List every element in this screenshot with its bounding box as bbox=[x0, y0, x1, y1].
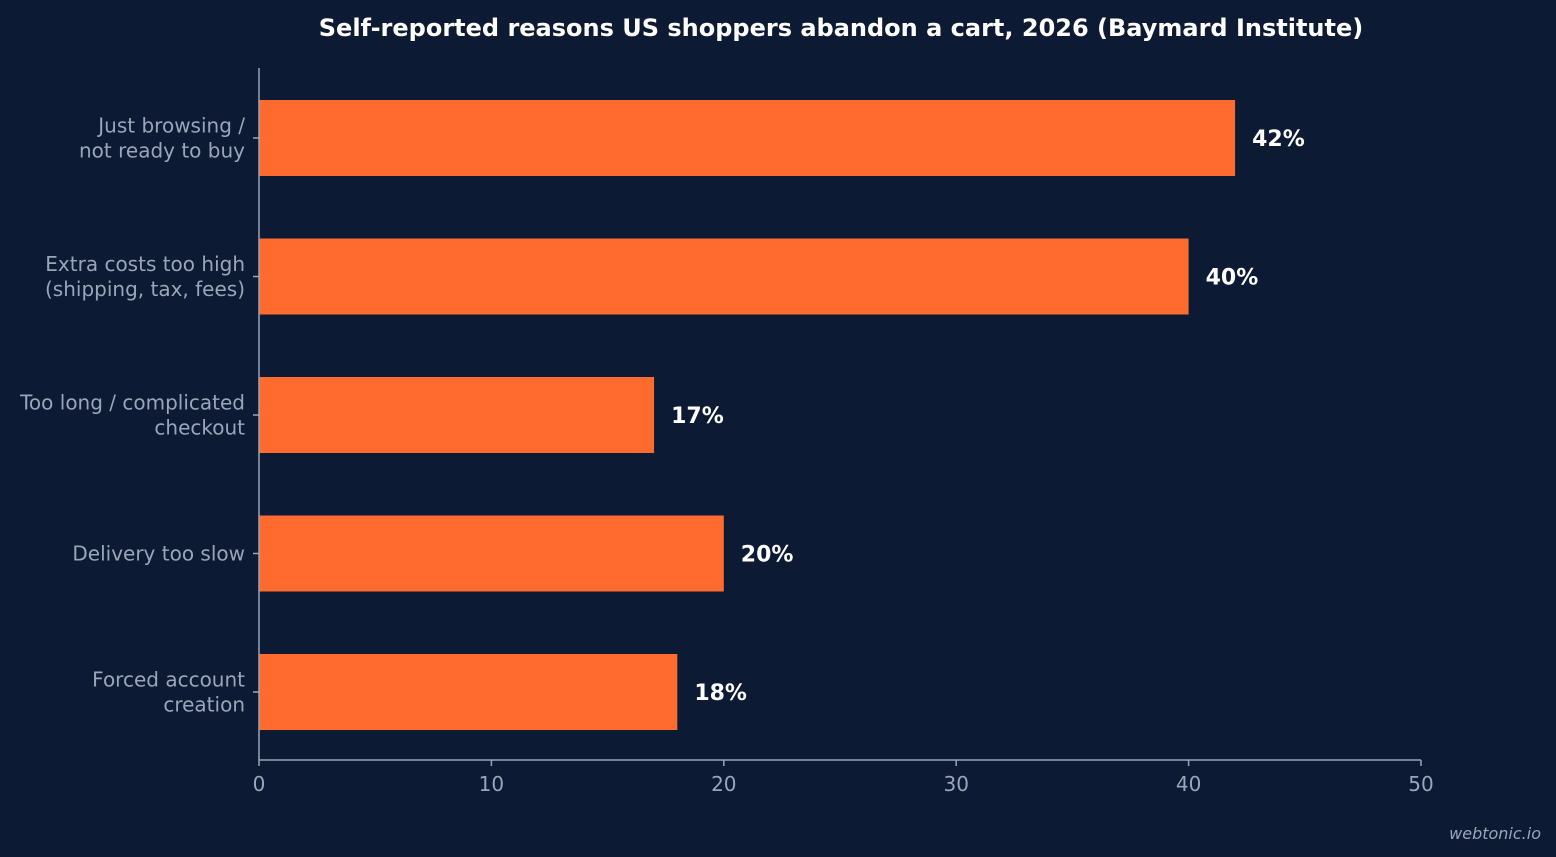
category-label: Delivery too slow bbox=[72, 542, 245, 566]
category-label: Forced account bbox=[92, 668, 245, 692]
chart-title: Self-reported reasons US shoppers abando… bbox=[319, 14, 1363, 42]
bar-value-label: 17% bbox=[671, 404, 724, 429]
category-label: Extra costs too high bbox=[45, 252, 245, 276]
x-tick-label: 30 bbox=[943, 772, 968, 796]
bar-value-label: 20% bbox=[741, 543, 794, 568]
bar bbox=[259, 654, 678, 730]
category-label: not ready to buy bbox=[79, 139, 245, 163]
bar-value-label: 40% bbox=[1206, 266, 1259, 291]
bar bbox=[259, 515, 724, 592]
plot-area: 42% Just browsing /not ready to buy 40% Ext… bbox=[19, 68, 1434, 796]
category-label: checkout bbox=[154, 416, 245, 440]
category-label: (shipping, tax, fees) bbox=[45, 277, 245, 301]
bar bbox=[259, 100, 1236, 176]
x-tick-label: 50 bbox=[1408, 772, 1433, 796]
bar-value-label: 42% bbox=[1252, 127, 1305, 152]
category-label: creation bbox=[163, 693, 245, 717]
bar bbox=[259, 238, 1189, 315]
x-tick-label: 0 bbox=[253, 772, 266, 796]
x-tick-label: 20 bbox=[711, 772, 736, 796]
bar-value-label: 18% bbox=[694, 681, 747, 706]
x-tick-label: 40 bbox=[1176, 772, 1201, 796]
watermark: webtonic.io bbox=[1449, 824, 1541, 843]
category-label: Just browsing / bbox=[96, 114, 245, 138]
bar bbox=[259, 377, 655, 453]
category-label: Too long / complicated bbox=[19, 391, 245, 415]
x-tick-label: 10 bbox=[479, 772, 504, 796]
